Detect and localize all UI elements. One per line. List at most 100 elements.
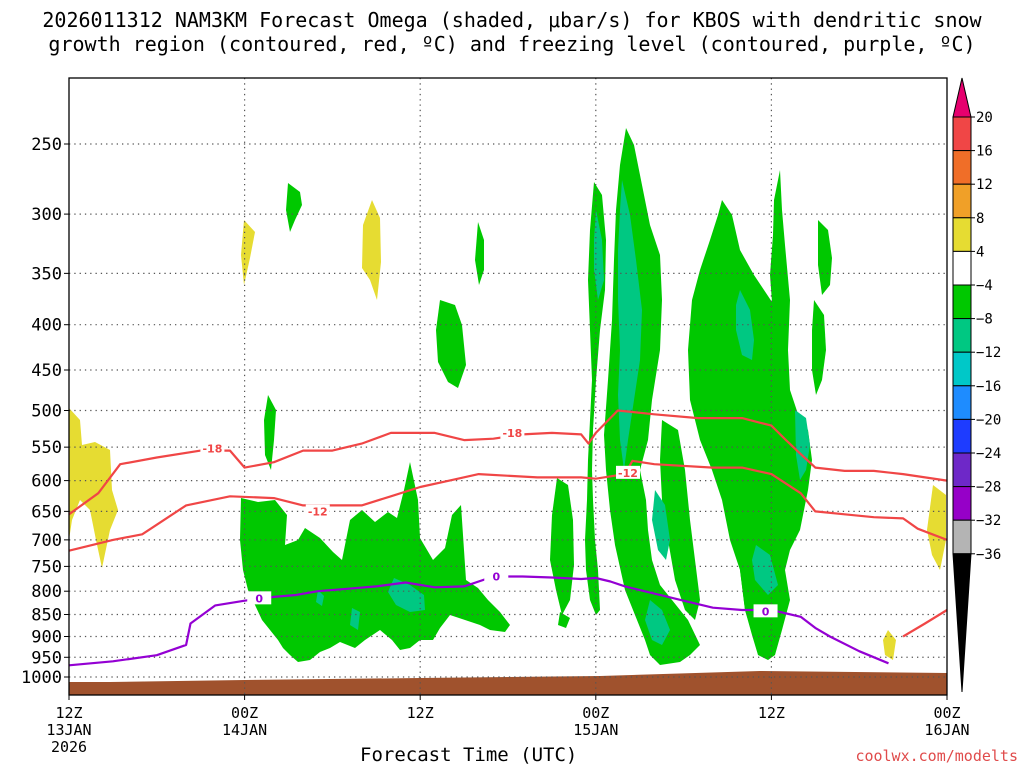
y-tick-label: 900 xyxy=(31,627,62,647)
y-tick-label: 300 xyxy=(31,205,62,225)
contour-label: -12 xyxy=(308,505,328,518)
x-tick-label: 12Z xyxy=(55,704,82,722)
y-tick-label: 700 xyxy=(31,531,62,551)
plot-frame xyxy=(68,77,948,696)
x-tick-label: 16JAN xyxy=(924,721,969,739)
colorbar-label: 8 xyxy=(976,211,984,227)
omega-positive-region xyxy=(883,630,896,660)
colorbar-label: −16 xyxy=(976,379,1001,395)
y-tick-label: 450 xyxy=(31,361,62,381)
colorbar-label: −32 xyxy=(976,513,1001,529)
contour-dgz_minus18 xyxy=(68,409,948,516)
contour-label: -18 xyxy=(202,443,222,456)
y-tick-label: 650 xyxy=(31,502,62,522)
y-tick-label: 500 xyxy=(31,402,62,422)
omega-stronger-region xyxy=(652,490,670,560)
y-tick-label: 550 xyxy=(31,438,62,458)
omega-negative-region xyxy=(436,300,466,388)
contour-label-bg xyxy=(305,504,330,518)
y-tick-label: 800 xyxy=(31,582,62,602)
omega-positive-region xyxy=(362,200,381,300)
contour-label-bg xyxy=(247,591,272,605)
contour-label: 0 xyxy=(762,605,770,618)
omega-negative-region xyxy=(286,183,302,232)
colorbar-segment xyxy=(952,519,972,555)
x-tick-label: 12Z xyxy=(758,704,785,722)
omega-negative-region xyxy=(550,478,574,615)
omega-stronger-region xyxy=(795,410,810,480)
omega-negative-region xyxy=(240,462,510,662)
colorbar-label: −8 xyxy=(976,312,993,328)
x-tick-label: 15JAN xyxy=(573,721,618,739)
colorbar-label: −36 xyxy=(976,547,1001,563)
contour-label: 0 xyxy=(492,571,500,584)
colorbar: 20 16 12 8 4 −4 −8 −12 −16 −20 −24 −28 −32 −36 xyxy=(952,77,1001,693)
y-tick-label: 600 xyxy=(31,472,62,492)
omega-positive-region xyxy=(69,408,118,568)
colorbar-segment xyxy=(952,418,972,454)
omega-negative-region xyxy=(660,420,700,620)
terrain xyxy=(69,671,947,695)
x-tick-label: 00Z xyxy=(933,704,960,722)
y-tick-label: 850 xyxy=(31,606,62,626)
omega-stronger-region xyxy=(388,578,425,612)
contour-lines: -18 -12 0 -18 -12 0 0 xyxy=(68,409,948,667)
contour-label-bg xyxy=(200,441,225,455)
omega-stronger-region xyxy=(645,600,670,645)
colorbar-segment xyxy=(952,486,972,521)
contour-label-bg xyxy=(484,569,509,583)
contour-dgz_minus12 xyxy=(68,459,948,552)
omega-negative-region xyxy=(688,170,812,660)
omega-stronger-region xyxy=(736,290,754,360)
x-tick-label: 13JAN xyxy=(46,721,91,739)
colorbar-label: −12 xyxy=(976,345,1001,361)
x-tick-label: 12Z xyxy=(407,704,434,722)
omega-negative-region xyxy=(812,300,826,395)
contour-label: -18 xyxy=(502,427,522,440)
colorbar-label: −28 xyxy=(976,480,1001,496)
colorbar-label: 12 xyxy=(976,177,993,193)
omega-stronger-region xyxy=(618,180,642,470)
omega-negative-region xyxy=(558,612,570,628)
colorbar-segment xyxy=(952,116,972,152)
colorbar-segment xyxy=(952,318,972,353)
omega-negative-region xyxy=(264,395,276,470)
y-tick-label: 400 xyxy=(31,316,62,336)
colorbar-label: −4 xyxy=(976,278,993,294)
colorbar-segment xyxy=(952,385,972,420)
credit-text: coolwx.com/modelts xyxy=(855,747,1018,765)
colorbar-segment xyxy=(952,183,972,219)
contour-dgz_minus12_lower xyxy=(902,609,948,638)
y-tick-label: 950 xyxy=(31,648,62,668)
colorbar-label: −24 xyxy=(976,446,1001,462)
contour-label-bg xyxy=(753,604,778,618)
omega-positive-region xyxy=(927,485,946,570)
y-tick-label: 350 xyxy=(31,264,62,284)
colorbar-bottom-arrow xyxy=(952,553,972,693)
colorbar-label: 20 xyxy=(976,110,993,126)
contour-label-bg xyxy=(500,425,525,439)
x-tick-label: 00Z xyxy=(231,704,258,722)
x-tick-label: 14JAN xyxy=(222,721,267,739)
colorbar-segment xyxy=(952,452,972,488)
omega-stronger-region xyxy=(594,210,604,300)
colorbar-label: 4 xyxy=(976,244,984,260)
y-axis: 2503003504004505005506006507007508008509… xyxy=(21,135,69,688)
omega-positive-region xyxy=(241,220,255,285)
y-tick-label: 250 xyxy=(31,135,62,155)
contour-label: -12 xyxy=(618,467,638,480)
x-tick-label: 2026 xyxy=(51,738,87,756)
omega-negative-region xyxy=(818,220,832,295)
colorbar-segment xyxy=(952,150,972,185)
omega-stronger-region xyxy=(350,608,360,630)
x-axis-title: Forecast Time (UTC) xyxy=(360,744,578,766)
colorbar-label: 16 xyxy=(976,144,993,160)
colorbar-segment xyxy=(952,250,972,286)
x-tick-label: 00Z xyxy=(582,704,609,722)
chart-title-line1: 2026011312 NAM3KM Forecast Omega (shaded… xyxy=(42,8,982,32)
colorbar-segment xyxy=(952,284,972,320)
y-tick-label: 750 xyxy=(31,557,62,577)
omega-negative-region xyxy=(740,520,778,650)
